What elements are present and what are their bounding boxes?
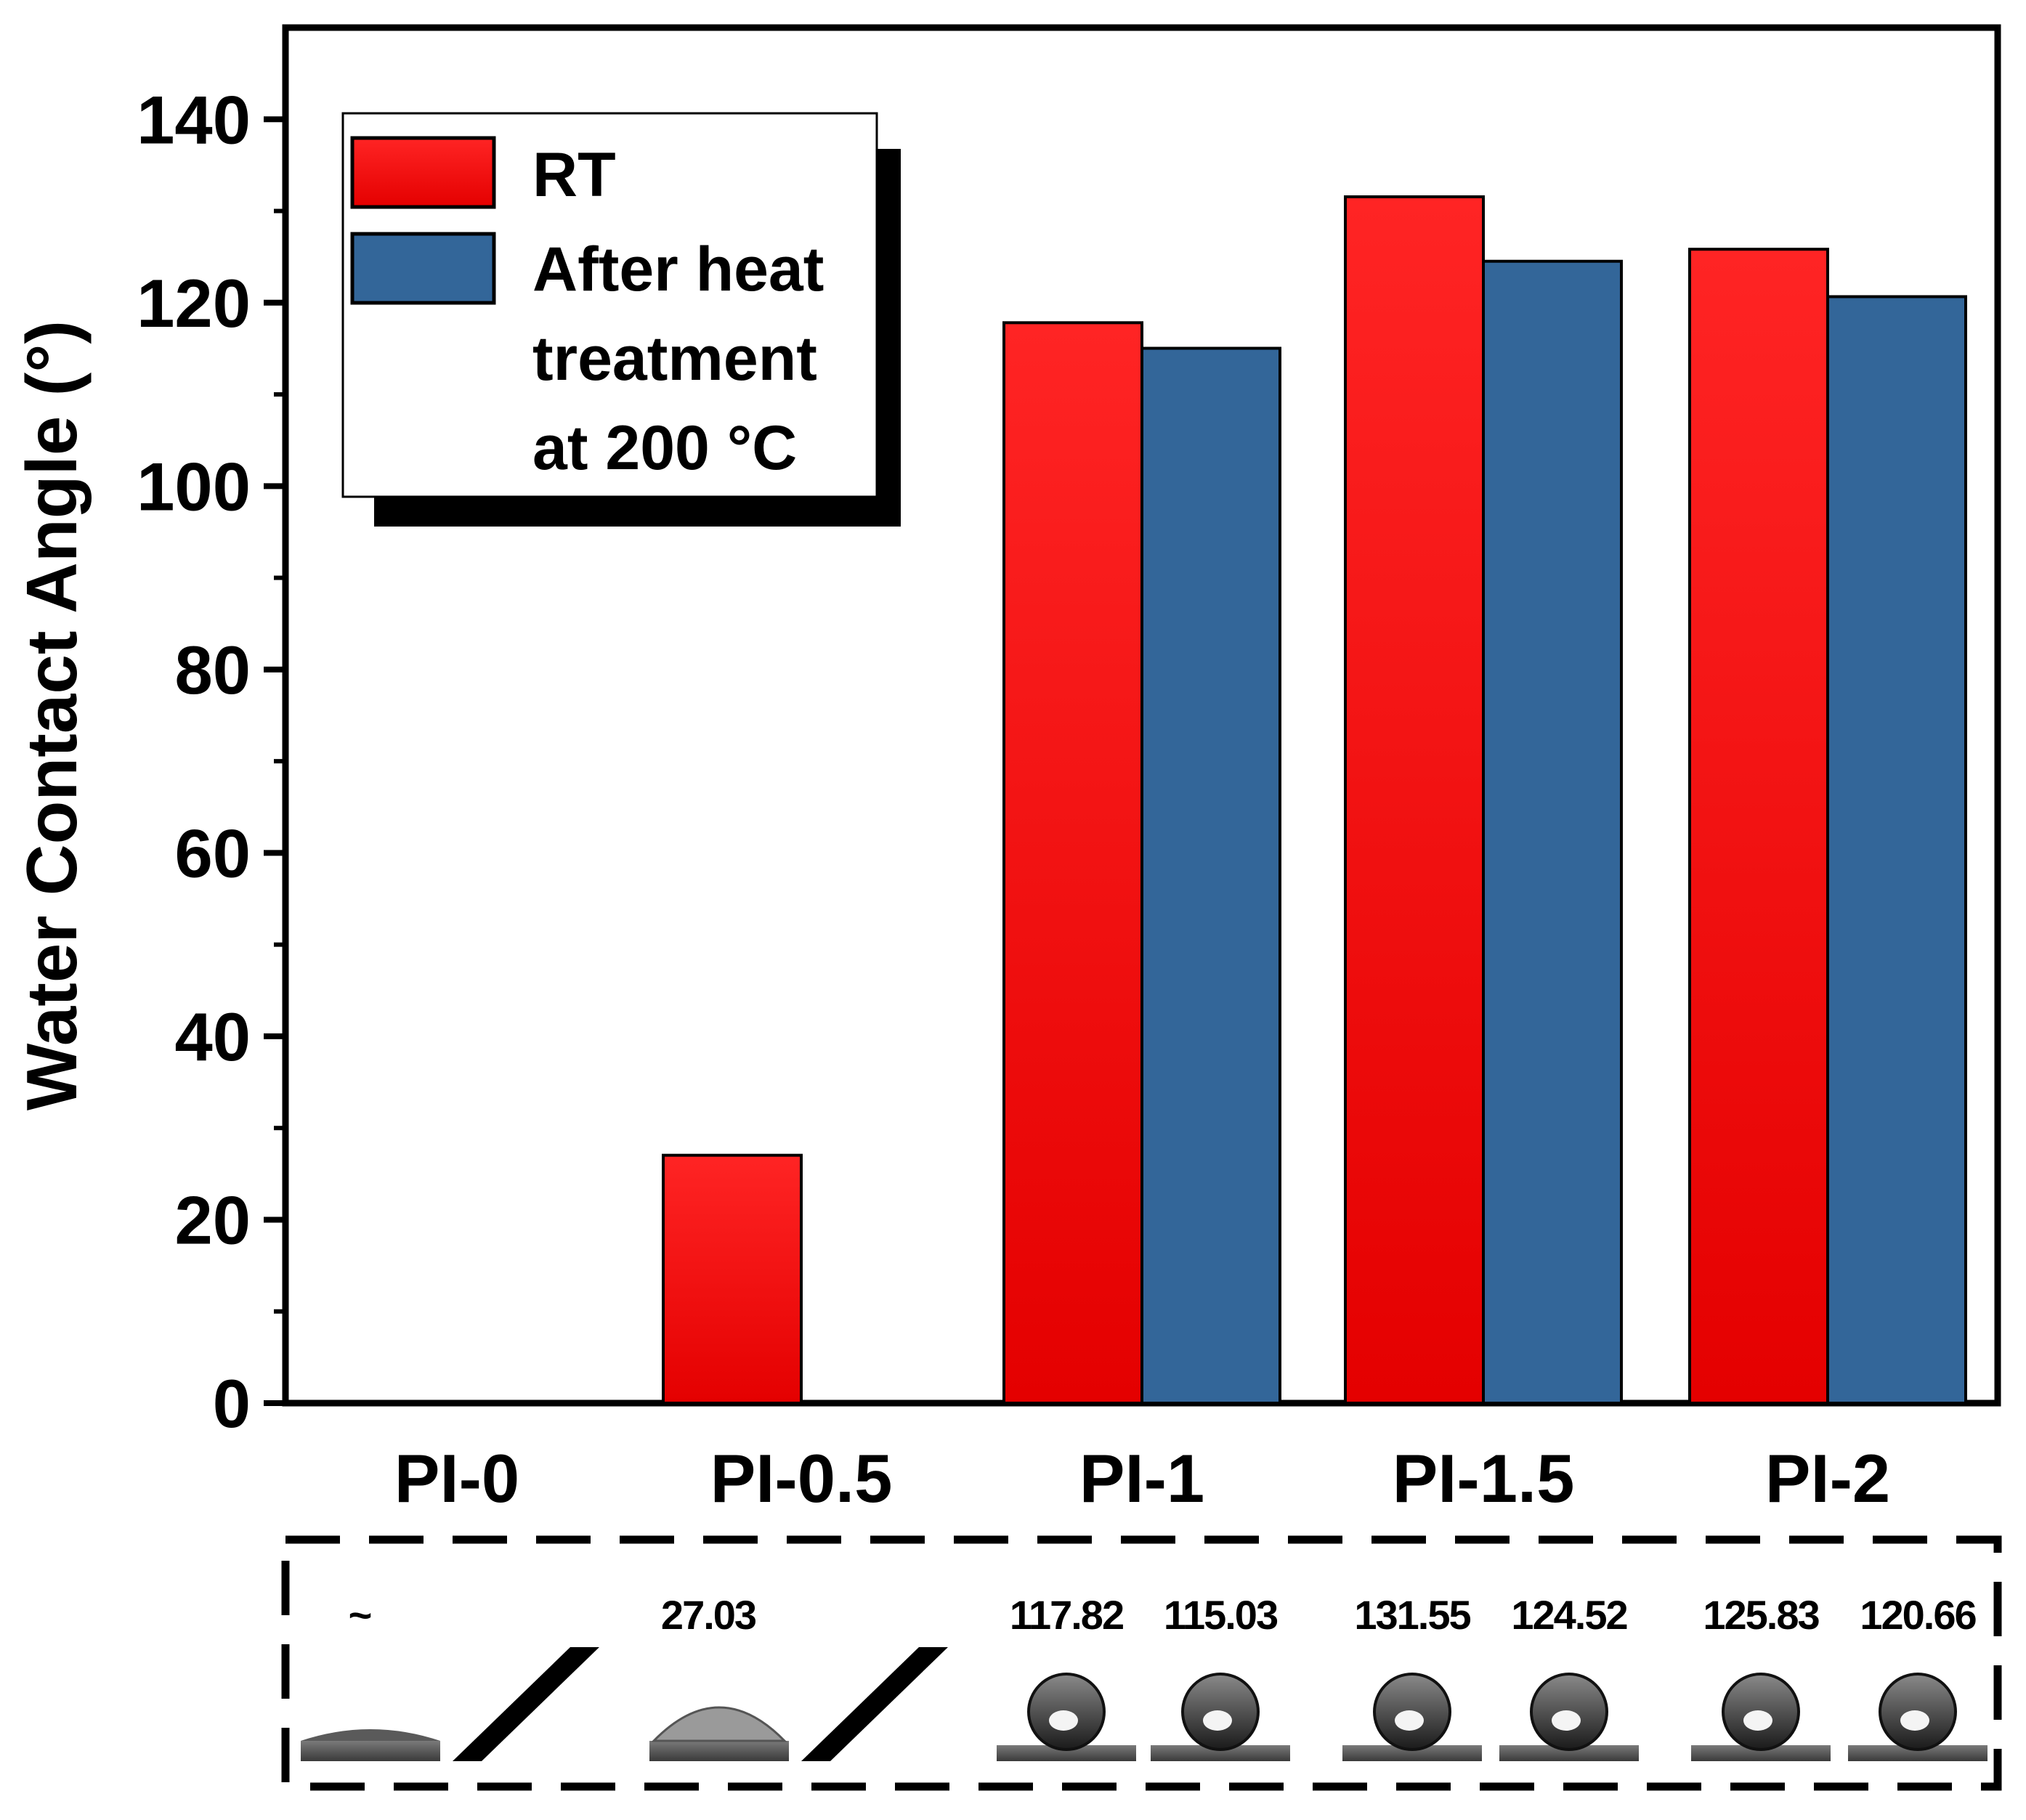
- x-tick-label-pi-1_5: PI-1.5: [1393, 1440, 1575, 1516]
- substrate: [301, 1741, 440, 1761]
- no-data-slash: [453, 1647, 599, 1761]
- y-axis: 0 20 40 60 80 100 120 140: [137, 81, 285, 1442]
- x-tick-label-pi-0_5: PI-0.5: [710, 1440, 893, 1516]
- droplet-inset: ~27.03 117.82 115.03 131.55 124.52 125.83 120.…: [281, 1535, 2002, 1791]
- y-axis-title: Water Contact Angle (°): [12, 320, 92, 1110]
- bar-pi-2-rt: [1688, 248, 1829, 1405]
- legend: RT After heat treatment at 200 °C: [341, 112, 901, 527]
- x-tick-label-pi-0: PI-0: [394, 1440, 519, 1516]
- droplet-highlight: [1049, 1710, 1078, 1731]
- x-tick-label-pi-2: PI-2: [1765, 1440, 1890, 1516]
- bar-pi-0_5-rt: [662, 1153, 803, 1405]
- inset-angle-label: ~: [349, 1592, 371, 1638]
- y-tick-label: 60: [174, 815, 251, 891]
- substrate: [1151, 1745, 1290, 1761]
- y-tick-label: 140: [137, 81, 251, 158]
- droplet-flat: [301, 1729, 440, 1741]
- y-tick-label: 100: [137, 448, 251, 524]
- inset-angle-label: 124.52: [1511, 1592, 1626, 1638]
- legend-swatch-heat: [350, 232, 496, 305]
- substrate: [1848, 1745, 1987, 1761]
- y-tick-label: 40: [174, 999, 251, 1075]
- droplet-highlight: [1552, 1710, 1581, 1731]
- droplet-highlight: [1395, 1710, 1424, 1731]
- legend-label-rt: RT: [532, 140, 616, 210]
- droplet-highlight: [1743, 1710, 1772, 1731]
- y-tick-label: 80: [174, 632, 251, 708]
- legend-swatch-rt: [350, 136, 496, 209]
- inset-angle-label: 117.82: [1010, 1592, 1123, 1638]
- legend-label-heat-line2: treatment: [532, 324, 817, 394]
- no-data-slash: [801, 1647, 948, 1761]
- substrate: [649, 1741, 789, 1761]
- bars-layer: [662, 195, 1967, 1405]
- inset-angle-label: 131.55: [1354, 1592, 1470, 1638]
- bar-pi-1-heat: [1140, 346, 1281, 1405]
- bar-pi-2-heat: [1826, 295, 1967, 1405]
- bar-pi-1_5-rt: [1344, 195, 1485, 1405]
- inset-angle-label: 120.66: [1860, 1592, 1976, 1638]
- droplet-highlight: [1203, 1710, 1232, 1731]
- x-axis: PI-0 PI-0.5 PI-1 PI-1.5 PI-2: [394, 1440, 1890, 1516]
- bar-pi-1-rt: [1002, 321, 1143, 1405]
- droplet-highlight: [1900, 1710, 1929, 1731]
- y-tick-label: 120: [137, 265, 251, 341]
- x-tick-label-pi-1: PI-1: [1079, 1440, 1204, 1516]
- legend-label-heat-line1: After heat: [532, 235, 824, 304]
- substrate: [1499, 1745, 1639, 1761]
- inset-angle-label: 125.83: [1703, 1592, 1819, 1638]
- legend-label-heat-line3: at 200 °C: [532, 413, 797, 483]
- inset-angle-label: 115.03: [1164, 1592, 1278, 1638]
- substrate: [997, 1745, 1136, 1761]
- substrate: [1342, 1745, 1482, 1761]
- y-tick-label: 0: [213, 1365, 251, 1442]
- droplet-cap: [651, 1706, 787, 1742]
- substrate: [1691, 1745, 1831, 1761]
- y-tick-label: 20: [174, 1182, 251, 1258]
- bar-pi-1_5-heat: [1482, 259, 1623, 1405]
- inset-angle-label: 27.03: [661, 1592, 756, 1638]
